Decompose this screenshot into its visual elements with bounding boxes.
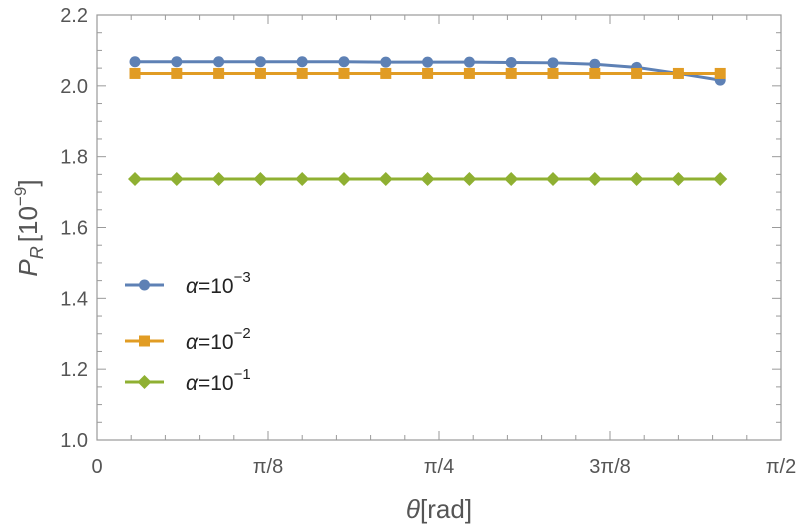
data-point-circle bbox=[338, 56, 350, 68]
data-point-circle bbox=[463, 56, 475, 68]
data-point-circle bbox=[380, 56, 392, 68]
data-point-square bbox=[296, 67, 308, 79]
data-point-square bbox=[505, 67, 517, 79]
y-tick-label: 1.2 bbox=[60, 359, 88, 381]
x-tick-label: π/8 bbox=[253, 456, 283, 478]
y-tick-label: 1.6 bbox=[60, 218, 88, 240]
data-point-square bbox=[463, 67, 475, 79]
data-point-square bbox=[714, 67, 726, 79]
y-tick-label: 1.8 bbox=[60, 147, 88, 169]
legend-alpha: α bbox=[186, 331, 199, 354]
data-point-diamond bbox=[137, 375, 152, 389]
data-point-diamond bbox=[462, 171, 477, 186]
data-point-square bbox=[631, 67, 643, 79]
series-lines bbox=[135, 60, 721, 181]
y-axis-unit-suffix: ] bbox=[13, 179, 43, 186]
legend-alpha: α bbox=[186, 275, 199, 298]
data-point-square bbox=[589, 67, 601, 79]
data-point-circle bbox=[213, 56, 225, 68]
legend-label: α=10−1 bbox=[186, 366, 251, 395]
data-point-circle bbox=[254, 56, 266, 68]
data-point-circle bbox=[296, 56, 308, 68]
x-axis-symbol: θ bbox=[406, 494, 420, 524]
legend: α=10−3α=10−2α=10−1 bbox=[125, 269, 251, 395]
data-point-diamond bbox=[128, 171, 143, 186]
data-point-circle bbox=[505, 56, 517, 68]
data-point-square bbox=[672, 67, 684, 79]
data-point-diamond bbox=[713, 171, 728, 186]
data-point-circle bbox=[139, 279, 150, 291]
data-point-diamond bbox=[546, 171, 561, 186]
x-axis-unit: [rad] bbox=[420, 494, 472, 524]
data-point-circle bbox=[422, 56, 434, 68]
data-point-circle bbox=[589, 58, 601, 70]
y-tick-label: 2.2 bbox=[60, 5, 88, 27]
data-point-diamond bbox=[420, 171, 435, 186]
data-point-diamond bbox=[169, 171, 184, 186]
data-point-square bbox=[139, 335, 150, 347]
data-point-circle bbox=[129, 56, 141, 68]
x-tick-label: 0 bbox=[91, 456, 102, 478]
y-axis-title: PR [10−9] bbox=[11, 179, 47, 276]
y-axis-symbol: P bbox=[13, 259, 43, 277]
data-point-square bbox=[380, 67, 392, 79]
x-tick-label: π/4 bbox=[424, 456, 454, 478]
x-axis-title: θ[rad] bbox=[406, 494, 472, 524]
legend-label: α=10−2 bbox=[186, 325, 251, 354]
axis-tick-labels: 0 π/8 π/4 3π/8 π/2 1.0 1.2 1.4 1.6 1.8 2.0 2.2 bbox=[60, 5, 796, 478]
data-point-circle bbox=[171, 56, 183, 68]
legend-value-base: =10 bbox=[198, 275, 234, 298]
data-point-diamond bbox=[211, 171, 226, 186]
x-tick-label: 3π/8 bbox=[589, 456, 631, 478]
data-point-diamond bbox=[671, 171, 686, 186]
series-markers bbox=[128, 56, 728, 186]
data-point-circle bbox=[547, 57, 559, 69]
data-point-square bbox=[171, 67, 183, 79]
y-axis-subscript: R bbox=[27, 246, 47, 259]
data-point-diamond bbox=[336, 171, 351, 186]
data-point-square bbox=[254, 67, 266, 79]
data-point-diamond bbox=[378, 171, 393, 186]
data-point-square bbox=[129, 67, 141, 79]
y-tick-label: 1.4 bbox=[60, 288, 88, 310]
y-tick-label: 1.0 bbox=[60, 430, 88, 452]
legend-label: α=10−3 bbox=[186, 269, 251, 298]
y-axis-unit-exponent: −9 bbox=[11, 187, 30, 206]
x-tick-label: π/2 bbox=[766, 456, 796, 478]
legend-value-exponent: −1 bbox=[234, 366, 251, 383]
data-point-square bbox=[213, 67, 225, 79]
data-point-diamond bbox=[504, 171, 519, 186]
data-point-diamond bbox=[253, 171, 268, 186]
legend-value-base: =10 bbox=[198, 372, 234, 395]
data-point-diamond bbox=[629, 171, 644, 186]
data-point-square bbox=[422, 67, 434, 79]
data-point-diamond bbox=[295, 171, 310, 186]
legend-value-base: =10 bbox=[198, 331, 234, 354]
axis-ticks bbox=[96, 14, 782, 441]
y-tick-label: 2.0 bbox=[60, 76, 88, 98]
legend-value-exponent: −3 bbox=[234, 269, 251, 286]
legend-value-exponent: −2 bbox=[234, 325, 251, 342]
data-point-square bbox=[547, 67, 559, 79]
data-point-diamond bbox=[587, 171, 602, 186]
legend-alpha: α bbox=[186, 372, 199, 395]
data-point-square bbox=[338, 67, 350, 79]
y-axis-unit-prefix: [10 bbox=[13, 206, 43, 242]
